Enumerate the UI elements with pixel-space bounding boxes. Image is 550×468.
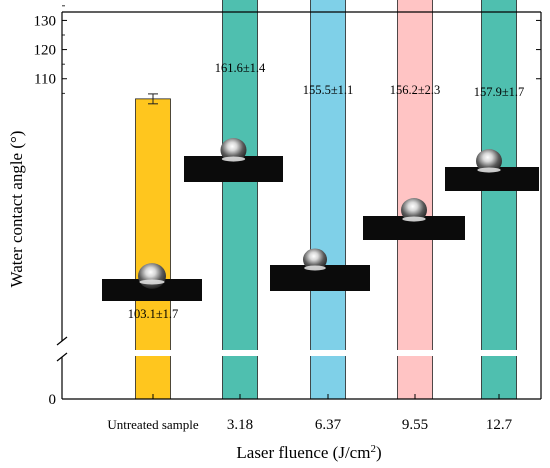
x-axis-title-sup: 2 xyxy=(370,443,376,455)
y-axis-title: Water contact angle (°) xyxy=(7,131,26,288)
value-label-1: 161.6±1.4 xyxy=(215,61,266,75)
y-tick-label-0: 110 xyxy=(34,72,56,88)
axis-titles: Water contact angle (°) Laser fluence (J… xyxy=(7,131,382,462)
x-axis-title-end: ) xyxy=(376,443,382,462)
data-labels: 103.1±1.7 161.6±1.4 155.5±1.1 156.2±2.3 157.… xyxy=(128,61,525,321)
value-label-2: 155.5±1.1 xyxy=(303,83,354,97)
bar-0 xyxy=(135,98,171,400)
sample-surface-0 xyxy=(102,279,202,301)
y-tick-label-zero: 0 xyxy=(49,392,57,408)
water-droplet-2 xyxy=(303,248,327,271)
water-droplet-3 xyxy=(401,198,427,222)
droplet-reflection-0 xyxy=(139,279,165,285)
x-tick-label-3: 9.55 xyxy=(402,417,428,433)
y-tick-label-1: 120 xyxy=(34,43,57,59)
axis-break-mark-bottom xyxy=(56,352,68,362)
bar-break-gap-4 xyxy=(480,350,518,356)
x-tick-label-4: 12.7 xyxy=(486,417,513,433)
bar-1 xyxy=(222,0,258,400)
bar-break-gap-3 xyxy=(396,350,434,356)
x-tick-label-1: 3.18 xyxy=(227,417,253,433)
droplet-insets xyxy=(102,138,539,301)
value-label-0: 103.1±1.7 xyxy=(128,307,179,321)
bars-layer xyxy=(134,0,518,400)
x-axis-title-main: Laser fluence (J/cm xyxy=(236,443,370,462)
y-tick-label-2: 130 xyxy=(34,13,57,29)
droplet-reflection-4 xyxy=(477,167,501,173)
water-droplet-1 xyxy=(220,138,247,162)
water-droplet-4 xyxy=(476,149,502,173)
value-label-4: 157.9±1.7 xyxy=(474,85,525,99)
x-tick-label-0: Untreated sample xyxy=(107,417,199,432)
droplet-reflection-1 xyxy=(221,156,246,162)
droplet-reflection-2 xyxy=(304,265,326,271)
axis-break-mark-top xyxy=(56,336,68,346)
axes: 1101201301401501601701800Untreated sampl… xyxy=(34,0,542,433)
value-label-3: 156.2±2.3 xyxy=(390,83,441,97)
bar-4 xyxy=(481,0,517,400)
bar-break-gap-2 xyxy=(309,350,347,356)
bar-break-gap-0 xyxy=(134,350,172,356)
droplet-reflection-3 xyxy=(402,216,426,222)
x-axis-title: Laser fluence (J/cm2) xyxy=(236,443,381,462)
bar-2 xyxy=(310,0,346,400)
x-tick-label-2: 6.37 xyxy=(315,417,342,433)
water-droplet-0 xyxy=(138,263,166,289)
bar-break-gap-1 xyxy=(221,350,259,356)
